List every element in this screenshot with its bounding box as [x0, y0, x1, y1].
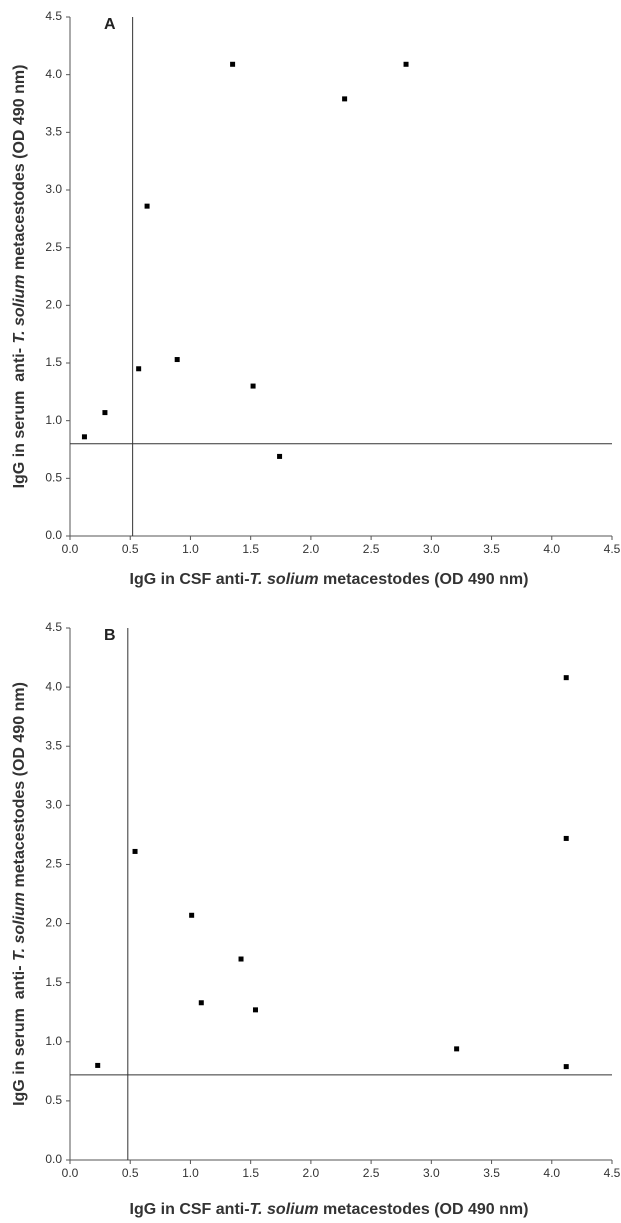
data-point: [189, 912, 195, 918]
axis-title-part: IgG in serum anti-: [11, 344, 28, 489]
x-tick-label: 1.0: [182, 542, 199, 556]
y-tick-label: 0.5: [45, 471, 62, 485]
y-tick-label: 2.0: [45, 298, 62, 312]
data-point: [198, 1000, 204, 1006]
y-tick-label: 4.0: [45, 679, 62, 693]
y-tick-label: 3.0: [45, 798, 62, 812]
data-point: [95, 1062, 101, 1068]
data-point: [342, 96, 348, 102]
axis-title-part: T. solium: [250, 1201, 319, 1218]
axis-title-part: metacestodes (OD 490 nm): [319, 571, 529, 588]
y-tick-label: 4.5: [45, 620, 62, 634]
data-point: [252, 1007, 258, 1013]
y-tick-label: 1.0: [45, 413, 62, 427]
x-tick-label: 1.5: [242, 542, 259, 556]
x-tick-label: 2.0: [303, 542, 320, 556]
y-tick-label: 0.0: [45, 528, 62, 542]
data-point: [81, 434, 87, 440]
axis-title-part: T. solium: [11, 892, 28, 961]
data-point: [238, 956, 244, 962]
x-tick-label: 3.0: [423, 1166, 440, 1180]
data-point: [563, 1064, 569, 1070]
x-tick-label: 4.0: [543, 1166, 560, 1180]
axis-title-part: T. solium: [250, 571, 319, 588]
x-tick-label: 0.5: [122, 542, 139, 556]
data-point: [403, 61, 409, 67]
y-tick-label: 3.5: [45, 738, 62, 752]
axis-title: IgG in serum anti- T. solium metacestode…: [11, 682, 28, 1106]
y-tick-label: 1.5: [45, 355, 62, 369]
y-tick-label: 1.0: [45, 1034, 62, 1048]
panel-label: B: [104, 627, 116, 644]
x-tick-label: 2.5: [363, 542, 380, 556]
x-tick-label: 4.5: [604, 1166, 621, 1180]
data-point: [454, 1046, 460, 1052]
axis-title: IgG in CSF anti-T. solium metacestodes (…: [130, 571, 529, 588]
y-tick-label: 3.5: [45, 125, 62, 139]
y-tick-label: 4.0: [45, 67, 62, 81]
x-tick-label: 1.5: [242, 1166, 259, 1180]
axis-title-part: metacestodes (OD 490 nm): [319, 1201, 529, 1218]
x-tick-label: 3.5: [483, 542, 500, 556]
x-tick-label: 3.0: [423, 542, 440, 556]
x-tick-label: 1.0: [182, 1166, 199, 1180]
data-point: [250, 383, 256, 389]
y-tick-label: 1.5: [45, 975, 62, 989]
scatter-panel: 0.0 0.5 1.0 1.5 2.0 2.5 3.0 3.5 4.0 4.5 0.0 0.5 1.0 1…: [11, 9, 620, 588]
y-tick-label: 3.0: [45, 182, 62, 196]
data-point: [136, 366, 142, 372]
y-tick-label: 0.0: [45, 1152, 62, 1166]
y-tick-label: 2.5: [45, 240, 62, 254]
x-tick-label: 0.0: [62, 1166, 79, 1180]
data-point: [277, 453, 283, 459]
data-point: [174, 357, 180, 363]
data-point: [563, 835, 569, 841]
axis-title: IgG in serum anti- T. solium metacestode…: [11, 65, 28, 489]
data-point: [230, 61, 236, 67]
data-point: [144, 203, 150, 209]
axis-title-part: IgG in CSF anti-: [130, 1201, 250, 1218]
data-point: [102, 410, 108, 416]
y-tick-label: 2.5: [45, 857, 62, 871]
x-tick-label: 4.0: [543, 542, 560, 556]
y-tick-label: 4.5: [45, 9, 62, 23]
x-tick-label: 0.0: [62, 542, 79, 556]
axis-title-part: IgG in CSF anti-: [130, 571, 250, 588]
x-tick-label: 0.5: [122, 1166, 139, 1180]
axis-title: IgG in CSF anti-T. solium metacestodes (…: [130, 1201, 529, 1218]
axis-title-part: IgG in serum anti-: [11, 961, 28, 1106]
panel-label: A: [104, 16, 116, 33]
axis-title-part: metacestodes (OD 490 nm): [11, 682, 28, 892]
y-tick-label: 0.5: [45, 1093, 62, 1107]
x-tick-label: 4.5: [604, 542, 621, 556]
data-point: [563, 675, 569, 681]
data-point: [132, 848, 138, 854]
x-tick-label: 2.5: [363, 1166, 380, 1180]
axis-title-part: metacestodes (OD 490 nm): [11, 65, 28, 275]
scatter-panel: 0.0 0.5 1.0 1.5 2.0 2.5 3.0 3.5 4.0 4.5 0.0 0.5 1.0 1…: [11, 620, 620, 1218]
y-tick-label: 2.0: [45, 916, 62, 930]
axis-title-part: T. solium: [11, 274, 28, 343]
x-tick-label: 3.5: [483, 1166, 500, 1180]
x-tick-label: 2.0: [303, 1166, 320, 1180]
